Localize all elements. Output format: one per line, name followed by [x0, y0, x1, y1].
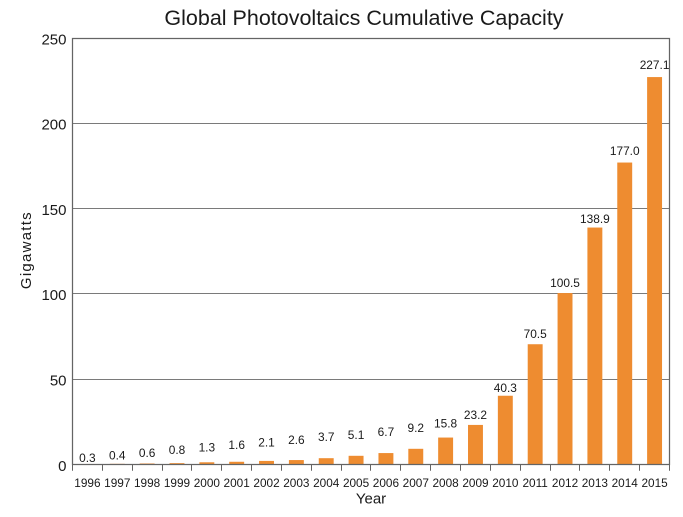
- svg-text:2.6: 2.6: [288, 433, 305, 447]
- svg-text:227.1: 227.1: [640, 58, 670, 72]
- svg-text:2010: 2010: [492, 476, 519, 490]
- svg-text:250: 250: [41, 31, 66, 48]
- svg-text:23.2: 23.2: [464, 408, 488, 422]
- svg-text:70.5: 70.5: [524, 327, 548, 341]
- svg-text:2002: 2002: [253, 476, 279, 490]
- svg-text:2012: 2012: [552, 476, 578, 490]
- svg-text:0.4: 0.4: [109, 448, 126, 462]
- svg-text:0.3: 0.3: [79, 451, 96, 465]
- svg-text:15.8: 15.8: [434, 417, 458, 431]
- svg-text:177.0: 177.0: [610, 144, 640, 158]
- svg-text:0.6: 0.6: [139, 446, 156, 460]
- svg-text:2003: 2003: [283, 476, 310, 490]
- svg-text:6.7: 6.7: [378, 425, 395, 439]
- svg-text:100.5: 100.5: [550, 276, 580, 290]
- svg-text:2000: 2000: [194, 476, 221, 490]
- svg-text:150: 150: [41, 202, 66, 219]
- svg-text:2005: 2005: [343, 476, 370, 490]
- svg-text:40.3: 40.3: [494, 381, 518, 395]
- svg-text:2015: 2015: [641, 476, 668, 490]
- svg-text:1.3: 1.3: [199, 441, 216, 455]
- svg-text:2006: 2006: [373, 476, 400, 490]
- svg-text:200: 200: [41, 117, 66, 134]
- svg-text:2.1: 2.1: [258, 436, 275, 450]
- svg-text:Gigawatts: Gigawatts: [18, 211, 35, 289]
- svg-text:2014: 2014: [612, 476, 639, 490]
- svg-text:2013: 2013: [582, 476, 609, 490]
- svg-text:138.9: 138.9: [580, 212, 610, 226]
- svg-text:0: 0: [58, 458, 66, 475]
- svg-text:2008: 2008: [432, 476, 459, 490]
- svg-text:50: 50: [50, 373, 67, 390]
- svg-text:2001: 2001: [224, 476, 250, 490]
- svg-text:1998: 1998: [134, 476, 161, 490]
- svg-text:3.7: 3.7: [318, 430, 335, 444]
- svg-text:9.2: 9.2: [408, 421, 425, 435]
- svg-text:2009: 2009: [462, 476, 488, 490]
- svg-text:Global Photovoltaics Cumulativ: Global Photovoltaics Cumulative Capacity: [164, 6, 563, 30]
- svg-text:2011: 2011: [522, 476, 547, 490]
- svg-text:Year: Year: [356, 490, 386, 507]
- svg-text:5.1: 5.1: [348, 428, 365, 442]
- svg-text:2007: 2007: [403, 476, 429, 490]
- svg-text:1996: 1996: [74, 476, 101, 490]
- svg-text:0.8: 0.8: [169, 443, 186, 457]
- svg-text:2004: 2004: [313, 476, 340, 490]
- svg-text:1997: 1997: [104, 476, 130, 490]
- svg-text:1999: 1999: [164, 476, 190, 490]
- svg-text:1.6: 1.6: [228, 438, 245, 452]
- svg-text:100: 100: [41, 287, 66, 304]
